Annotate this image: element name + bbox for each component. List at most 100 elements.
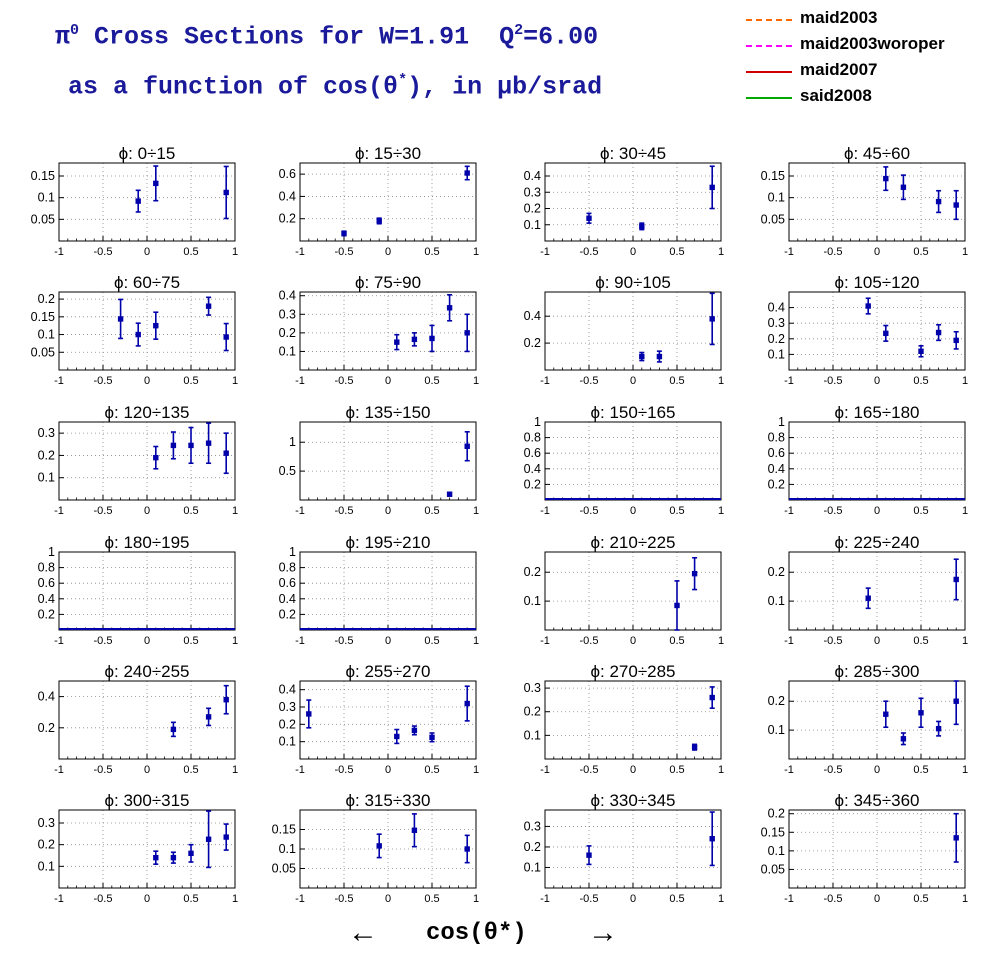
- panel-title: ϕ: 135÷150: [345, 403, 430, 422]
- y-tick-label: 1: [289, 545, 296, 559]
- y-tick-label: 0.4: [279, 592, 296, 606]
- y-tick-label: 0.1: [279, 842, 296, 856]
- y-tick-label: 1: [48, 545, 55, 559]
- x-tick-label: 1: [473, 764, 479, 776]
- x-tick-label: -1: [54, 375, 64, 387]
- x-tick-label: 0.5: [183, 635, 198, 647]
- y-tick-label: 0.15: [272, 823, 296, 837]
- data-point: [394, 339, 400, 345]
- panel-title: ϕ: 120÷135: [104, 403, 189, 422]
- data-point: [709, 184, 715, 191]
- data-point: [117, 316, 124, 322]
- x-tick-label: 0: [630, 635, 636, 647]
- y-tick-label: 0.4: [768, 462, 785, 476]
- data-point: [429, 335, 435, 342]
- panel: ϕ: 135÷150 -1 -0.5 0 0.5 1 0.5 1: [279, 403, 479, 517]
- legend-swatch: [746, 45, 792, 47]
- x-tick-label: 1: [718, 375, 724, 387]
- x-tick-label: -0.5: [580, 375, 599, 387]
- legend-label: maid2007: [800, 60, 878, 79]
- y-tick-label: 0.6: [279, 576, 296, 590]
- y-tick-label: 0.4: [38, 690, 55, 704]
- x-tick-label: 1: [232, 505, 238, 517]
- y-tick-label: 0.2: [38, 721, 55, 735]
- panel-frame: [299, 551, 477, 631]
- x-tick-label: -0.5: [335, 246, 354, 258]
- x-tick-label: 0: [385, 505, 391, 517]
- panel-frame: [299, 680, 477, 760]
- data-point: [223, 189, 229, 196]
- panel: ϕ: 0÷15 -1 -0.5 0 0.5 1 0.05 0.1 0.15: [31, 144, 238, 258]
- panel: ϕ: 330÷345 -1 -0.5 0 0.5 1 0.1 0.2 0.3: [524, 791, 724, 905]
- x-tick-label: 0: [385, 893, 391, 905]
- panel: ϕ: 105÷120 -1 -0.5 0 0.5 1 0.10.2 0.30.4: [768, 273, 968, 387]
- legend-label: maid2003woroper: [800, 34, 945, 53]
- panel: ϕ: 30÷45 -1 -0.5 0 0.5 1 0.1 0.2 0.3 0.4: [524, 144, 724, 258]
- data-point: [639, 223, 645, 230]
- data-point: [709, 836, 715, 842]
- y-tick-label: 0.2: [279, 607, 296, 621]
- panel: ϕ: 150÷165 -1 -0.5 0 0.5 1 0.20.4 0.60.8 1: [524, 403, 724, 517]
- x-tick-label: 0: [630, 893, 636, 905]
- y-tick-label: 0.2: [524, 202, 541, 216]
- panel-title: ϕ: 210÷225: [590, 533, 675, 552]
- y-tick-label: 0.1: [279, 735, 296, 749]
- x-tick-label: -0.5: [824, 375, 843, 387]
- x-tick-label: -1: [54, 246, 64, 258]
- x-tick-label: -0.5: [94, 635, 113, 647]
- x-tick-label: -1: [540, 246, 550, 258]
- y-tick-label: 0.3: [279, 700, 296, 714]
- y-tick-label: 0.8: [279, 561, 296, 575]
- x-tick-label: 0: [144, 635, 150, 647]
- x-tick-label: -0.5: [824, 246, 843, 258]
- x-tick-label: 0: [874, 375, 880, 387]
- data-point: [188, 442, 194, 449]
- x-tick-label: 0.5: [913, 505, 928, 517]
- panel: ϕ: 255÷270 -1 -0.5 0 0.5 1 0.1 0.2 0.3 0.4: [279, 662, 479, 776]
- data-point: [153, 454, 159, 461]
- x-tick-label: -1: [295, 764, 305, 776]
- y-tick-label: 0.2: [38, 607, 55, 621]
- x-tick-label: 1: [232, 764, 238, 776]
- x-tick-label: -1: [540, 505, 550, 517]
- y-tick-label: 0.1: [768, 723, 785, 737]
- chart-title-line1: π0 Cross Sections for W=1.91 Q2=6.00: [55, 22, 598, 51]
- x-tick-label: 0: [385, 635, 391, 647]
- data-point: [935, 725, 942, 732]
- data-point: [900, 184, 907, 190]
- y-tick-label: 0.1: [524, 860, 541, 874]
- x-tick-label: 0.5: [669, 375, 684, 387]
- y-tick-label: 0.2: [279, 212, 296, 226]
- x-tick-label: 0: [874, 505, 880, 517]
- x-tick-label: -1: [295, 635, 305, 647]
- y-tick-label: 0.2: [38, 838, 55, 852]
- data-point: [205, 303, 212, 309]
- y-tick-label: 0.05: [31, 212, 55, 226]
- panel-title: ϕ: 15÷30: [355, 144, 421, 163]
- y-tick-label: 0.2: [768, 332, 785, 346]
- data-point: [170, 854, 177, 861]
- x-tick-label: -1: [54, 505, 64, 517]
- data-point: [883, 711, 889, 717]
- data-point: [464, 443, 470, 449]
- y-tick-label: 0.1: [38, 328, 55, 342]
- data-point: [464, 846, 470, 852]
- panel-frame: [58, 809, 236, 889]
- panel-frame: [58, 680, 236, 760]
- x-tick-label: 0.5: [669, 764, 684, 776]
- x-tick-label: 1: [962, 893, 968, 905]
- x-tick-label: 0.5: [183, 764, 198, 776]
- y-tick-label: 1: [534, 415, 541, 429]
- panel: ϕ: 210÷225 -1 -0.5 0 0.5 1 0.1 0.2: [524, 533, 724, 647]
- x-tick-label: -0.5: [94, 375, 113, 387]
- data-point: [188, 850, 194, 857]
- y-tick-label: 0.1: [524, 728, 541, 742]
- x-tick-label: 1: [232, 635, 238, 647]
- chart-title-line2: as a function of cos(θ*), in μb/srad: [68, 72, 602, 101]
- y-tick-label: 0.2: [768, 807, 785, 821]
- x-tick-label: 0.5: [913, 375, 928, 387]
- x-tick-label: 0.5: [183, 893, 198, 905]
- x-tick-label: -1: [54, 764, 64, 776]
- panel-title: ϕ: 75÷90: [355, 273, 421, 292]
